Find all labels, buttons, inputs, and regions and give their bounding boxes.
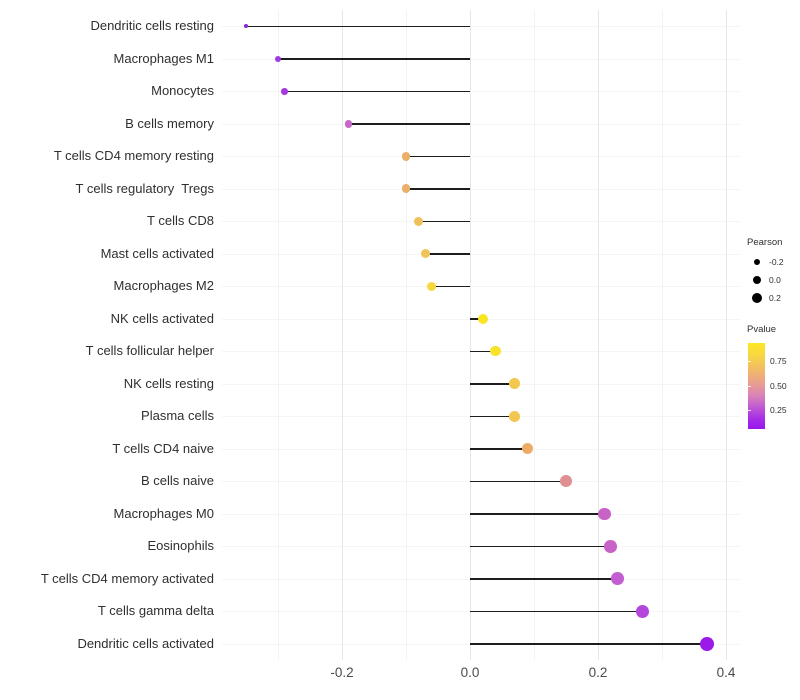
category-label: T cells CD8 <box>147 213 214 229</box>
x-axis-tick-label: -0.2 <box>330 665 354 680</box>
gridline-horizontal <box>222 91 740 93</box>
lollipop-dot <box>490 346 501 357</box>
category-label: T cells CD4 memory activated <box>40 570 214 586</box>
lollipop-line <box>470 513 605 515</box>
gridline-horizontal <box>222 253 740 255</box>
lollipop-line <box>418 220 470 222</box>
category-label: Mast cells activated <box>100 245 214 261</box>
lollipop-dot <box>420 249 430 259</box>
size-legend-label: 0.0 <box>769 275 781 285</box>
lollipop-line <box>470 480 566 482</box>
category-label: Plasma cells <box>141 408 214 424</box>
lollipop-dot <box>401 151 411 161</box>
lollipop-line <box>246 25 470 27</box>
size-legend-dot <box>752 293 762 303</box>
gridline-vertical-major <box>726 10 727 660</box>
category-label: T cells gamma delta <box>97 603 214 619</box>
size-legend-label: -0.2 <box>769 257 784 267</box>
category-label: Dendritic cells resting <box>90 18 214 34</box>
lollipop-line <box>431 285 470 287</box>
gridline-horizontal <box>222 156 740 158</box>
category-label: T cells CD4 memory resting <box>53 148 214 164</box>
colorbar-tick-mark <box>748 409 751 411</box>
lollipop-line <box>470 415 515 417</box>
category-label: Eosinophils <box>147 538 215 554</box>
lollipop-dot <box>509 378 521 390</box>
category-label: T cells follicular helper <box>85 343 214 359</box>
colorbar-tick-label: 0.75 <box>770 356 787 367</box>
category-label: Macrophages M2 <box>113 278 214 294</box>
x-axis-tick-label: 0.2 <box>588 665 608 680</box>
lollipop-dot <box>636 604 650 618</box>
lollipop-dot <box>414 216 424 226</box>
lollipop-dot <box>426 281 437 291</box>
color-legend-title: Pvalue <box>747 324 777 335</box>
size-legend-dot <box>753 258 761 266</box>
colorbar-tick-mark <box>748 361 751 363</box>
category-label: B cells naive <box>141 473 214 489</box>
lollipop-dot <box>522 443 534 455</box>
gridline-vertical-major <box>342 10 343 660</box>
gridline-vertical-minor <box>406 10 407 660</box>
lollipop-dot <box>281 87 288 95</box>
gridline-vertical-major <box>598 10 599 660</box>
category-label: Macrophages M1 <box>113 50 214 66</box>
category-label: T cells CD4 naive <box>112 440 214 456</box>
x-axis-tick-label: 0.4 <box>716 665 736 680</box>
lollipop-dot <box>477 313 488 324</box>
category-label: NK cells resting <box>123 375 214 391</box>
lollipop-line <box>406 188 470 190</box>
lollipop-line <box>470 318 483 320</box>
colorbar-tick-label: 0.25 <box>770 404 787 415</box>
lollipop-dot <box>344 119 353 128</box>
lollipop-line <box>470 383 515 385</box>
plot-panel <box>222 10 740 660</box>
gridline-horizontal <box>222 123 740 125</box>
lollipop-line <box>348 123 470 125</box>
lollipop-dot <box>610 572 624 586</box>
gridline-vertical-minor <box>278 10 279 660</box>
lollipop-line <box>470 610 643 612</box>
lollipop-dot <box>244 24 248 29</box>
lollipop-line <box>470 448 528 450</box>
lollipop-line <box>470 545 611 547</box>
gridline-vertical-major <box>470 10 471 660</box>
colorbar-tick-label: 0.50 <box>770 380 787 391</box>
x-axis-tick-label: 0.0 <box>460 665 480 680</box>
lollipop-dot <box>604 539 618 553</box>
size-legend-title: Pearson <box>747 237 783 248</box>
gridline-horizontal <box>222 188 740 190</box>
size-legend-dot <box>752 275 762 285</box>
lollipop-line <box>406 155 470 157</box>
lollipop-line <box>425 253 470 255</box>
lollipop-dot <box>509 410 521 422</box>
gridline-vertical-minor <box>662 10 663 660</box>
category-label: Macrophages M0 <box>113 505 214 521</box>
category-label: Monocytes <box>151 83 214 99</box>
gridline-vertical-minor <box>534 10 535 660</box>
lollipop-line <box>278 58 470 60</box>
category-label: Dendritic cells activated <box>77 635 214 651</box>
size-legend-label: 0.2 <box>769 293 781 303</box>
lollipop-dot <box>560 475 572 488</box>
colorbar-tick-mark <box>748 385 751 387</box>
category-label: NK cells activated <box>110 310 214 326</box>
gridline-horizontal <box>222 26 740 28</box>
lollipop-dot <box>598 507 611 520</box>
lollipop-dot <box>274 55 282 62</box>
gridline-horizontal <box>222 221 740 223</box>
pvalue-colorbar <box>748 343 765 429</box>
lollipop-line <box>470 643 707 645</box>
gridline-horizontal <box>222 58 740 60</box>
lollipop-dot <box>699 636 714 651</box>
lollipop-dot <box>401 184 411 194</box>
lollipop-line <box>470 350 496 352</box>
category-label: B cells memory <box>125 115 214 131</box>
category-label: T cells regulatory Tregs <box>75 180 214 196</box>
lollipop-line <box>284 90 470 92</box>
gridline-horizontal <box>222 286 740 288</box>
lollipop-line <box>470 578 618 580</box>
